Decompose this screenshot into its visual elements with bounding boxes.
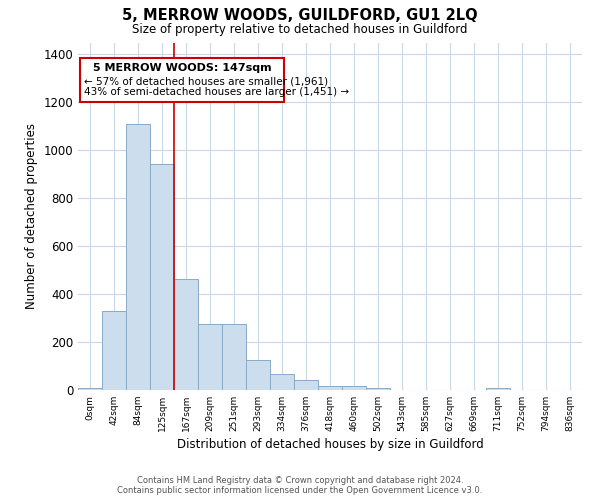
- X-axis label: Distribution of detached houses by size in Guildford: Distribution of detached houses by size …: [176, 438, 484, 451]
- Text: Contains HM Land Registry data © Crown copyright and database right 2024.
Contai: Contains HM Land Registry data © Crown c…: [118, 476, 482, 495]
- Bar: [342, 386, 366, 390]
- Bar: [102, 312, 126, 390]
- Bar: [198, 324, 222, 390]
- Text: 5, MERROW WOODS, GUILDFORD, GU1 2LQ: 5, MERROW WOODS, GUILDFORD, GU1 2LQ: [122, 8, 478, 22]
- Text: 43% of semi-detached houses are larger (1,451) →: 43% of semi-detached houses are larger (…: [84, 87, 349, 97]
- Text: Size of property relative to detached houses in Guildford: Size of property relative to detached ho…: [132, 22, 468, 36]
- Bar: [150, 164, 174, 390]
- Bar: [174, 278, 198, 390]
- Y-axis label: Number of detached properties: Number of detached properties: [25, 123, 38, 309]
- Bar: [78, 388, 102, 390]
- Bar: [270, 374, 294, 390]
- Bar: [294, 380, 318, 390]
- Bar: [126, 124, 150, 390]
- Bar: [80, 58, 284, 102]
- Text: ← 57% of detached houses are smaller (1,961): ← 57% of detached houses are smaller (1,…: [84, 76, 328, 86]
- Bar: [318, 386, 342, 390]
- Bar: [366, 388, 390, 390]
- Bar: [486, 388, 510, 390]
- Text: 5 MERROW WOODS: 147sqm: 5 MERROW WOODS: 147sqm: [93, 63, 272, 73]
- Bar: [246, 360, 270, 390]
- Bar: [222, 324, 246, 390]
